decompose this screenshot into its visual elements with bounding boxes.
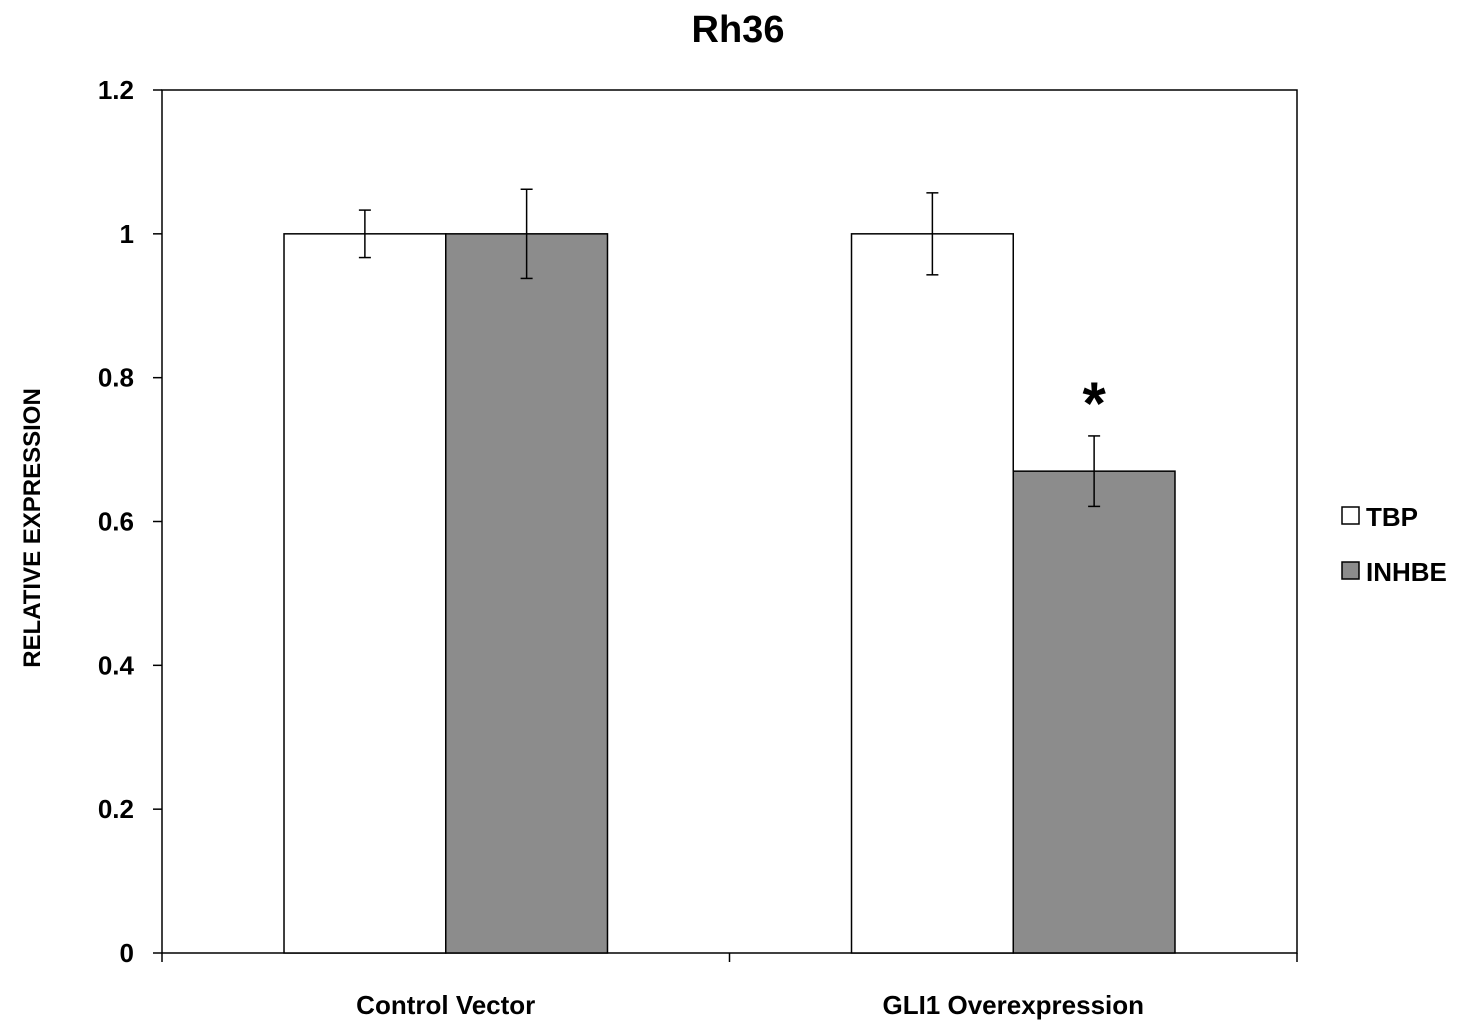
annotations: * [1082,370,1106,437]
bar-tbp-0 [283,233,447,954]
x-tick-label: Control Vector [356,990,535,1020]
x-tick-label: GLI1 Overexpression [882,990,1144,1020]
bar-tbp-1 [850,233,1015,954]
bar-inhbe-0 [445,233,609,954]
y-tick-label: 0.2 [98,794,134,824]
chart-title: Rh36 [692,9,785,51]
legend-label-inhbe: INHBE [1366,557,1447,587]
y-axis: 0 0.2 0.4 0.6 0.8 1 1.2 [98,75,162,968]
legend-swatch-inhbe [1341,561,1360,580]
y-tick-label: 1.2 [98,75,134,105]
error-bars [358,188,1101,508]
y-tick-label: 1 [120,219,134,249]
y-tick-label: 0.6 [98,507,134,537]
x-axis: Control Vector GLI1 Overexpression [161,953,1298,1020]
y-tick-label: 0.4 [98,650,135,680]
significance-marker: * [1082,370,1106,437]
bar-inhbe-1 [1012,470,1176,954]
bars [283,233,1176,954]
legend-swatch-tbp [1341,506,1360,525]
y-axis-label: RELATIVE EXPRESSION [19,388,46,668]
y-tick-label: 0.8 [98,363,134,393]
legend: TBP INHBE [1341,502,1447,587]
legend-label-tbp: TBP [1366,502,1418,532]
y-tick-label: 0 [120,938,134,968]
